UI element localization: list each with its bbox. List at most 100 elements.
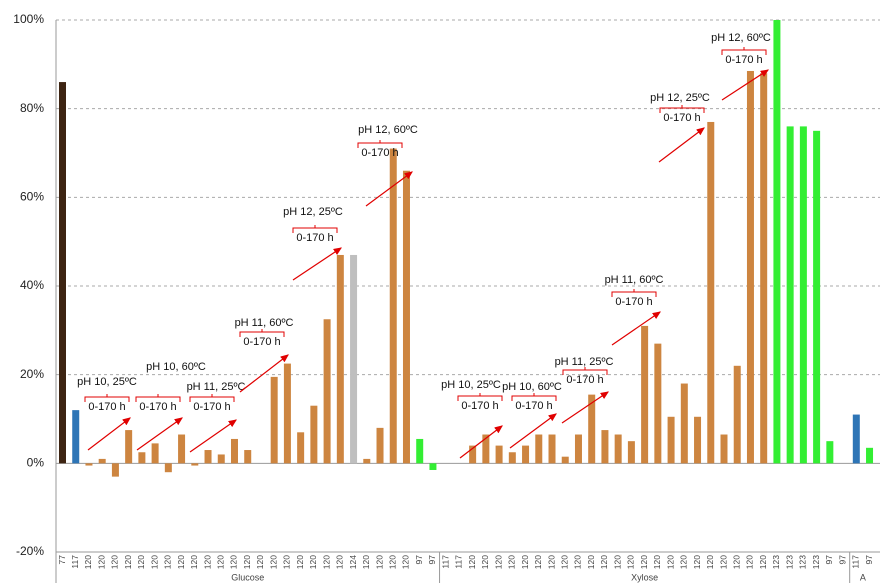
y-tick-label: -20%	[16, 544, 44, 558]
group-label: Xylose	[631, 572, 658, 582]
bar	[230, 438, 238, 464]
x-tick-label: 120	[83, 555, 93, 569]
bar	[641, 325, 649, 464]
x-tick-label: 120	[493, 555, 503, 569]
bar	[85, 463, 93, 466]
annotation: pH 10, 25ºC	[77, 376, 137, 388]
annotation: pH 11, 25ºC	[555, 356, 614, 368]
x-tick-label: 120	[507, 555, 517, 569]
x-tick-label: 120	[586, 555, 596, 569]
x-tick-label: 120	[745, 555, 755, 569]
bar	[270, 376, 278, 464]
arrow	[87, 417, 131, 451]
bar	[694, 416, 702, 464]
arrow	[658, 127, 705, 163]
arrow	[721, 69, 770, 101]
annotation: pH 12, 25ºC	[650, 92, 710, 104]
x-tick-label: 123	[811, 555, 821, 569]
annotation-sub: 0-170 h	[88, 401, 125, 413]
x-tick-label: 123	[798, 555, 808, 569]
x-tick-label: 120	[149, 555, 159, 569]
x-tick-label: 120	[321, 555, 331, 569]
x-tick-label: 123	[771, 555, 781, 569]
group-label: A	[860, 572, 866, 582]
annotation-sub: 0-170 h	[361, 147, 398, 159]
x-tick-label: 77	[57, 555, 67, 565]
bar	[733, 365, 741, 464]
bar	[535, 434, 543, 464]
x-tick-label: 120	[189, 555, 199, 569]
bracket	[457, 393, 503, 401]
bar	[852, 414, 860, 464]
bar	[561, 456, 569, 464]
bar	[588, 394, 596, 464]
annotation-sub: 0-170 h	[461, 400, 498, 412]
x-tick-label: 120	[639, 555, 649, 569]
annotation: pH 10, 60ºC	[146, 361, 206, 373]
bar	[482, 434, 490, 464]
x-tick-label: 120	[216, 555, 226, 569]
annotation-sub: 0-170 h	[193, 401, 230, 413]
bar	[746, 70, 754, 464]
x-tick-label: 120	[242, 555, 252, 569]
bar	[522, 445, 530, 464]
bracket	[292, 225, 338, 233]
annotation: pH 10, 25ºC	[441, 379, 501, 391]
x-tick-label: 120	[202, 555, 212, 569]
arrow	[239, 354, 289, 393]
x-tick-label: 120	[335, 555, 345, 569]
bracket	[357, 140, 403, 148]
x-tick-label: 97	[824, 555, 834, 565]
x-tick-label: 120	[533, 555, 543, 569]
bar	[98, 458, 106, 464]
bar	[164, 463, 172, 473]
x-tick-label: 120	[480, 555, 490, 569]
bar	[627, 441, 635, 464]
x-tick-label: 97	[864, 555, 874, 565]
bar	[495, 445, 503, 464]
x-tick-label: 120	[718, 555, 728, 569]
bracket	[84, 394, 130, 402]
bar	[283, 363, 291, 464]
x-tick-label: 120	[308, 555, 318, 569]
annotation: pH 11, 60ºC	[605, 274, 664, 286]
arrow	[136, 417, 183, 451]
bar	[707, 121, 715, 464]
bracket	[189, 394, 235, 402]
x-tick-label: 120	[467, 555, 477, 569]
bracket	[721, 47, 767, 55]
x-tick-label: 120	[163, 555, 173, 569]
x-tick-label: 120	[401, 555, 411, 569]
bar	[217, 454, 225, 464]
y-tick-label: 20%	[20, 367, 44, 381]
x-tick-label: 120	[110, 555, 120, 569]
bar	[786, 126, 794, 464]
x-tick-label: 120	[626, 555, 636, 569]
x-tick-label: 97	[837, 555, 847, 565]
x-tick-label: 120	[388, 555, 398, 569]
arrow	[611, 311, 661, 346]
bracket	[659, 105, 705, 113]
annotation-sub: 0-170 h	[663, 112, 700, 124]
bar	[667, 416, 675, 464]
x-tick-label: 120	[731, 555, 741, 569]
annotation-sub: 0-170 h	[515, 400, 552, 412]
x-tick-label: 120	[361, 555, 371, 569]
bar	[773, 20, 781, 464]
bar	[680, 383, 688, 464]
x-tick-label: 120	[679, 555, 689, 569]
x-tick-label: 120	[295, 555, 305, 569]
x-tick-label: 120	[758, 555, 768, 569]
annotation-sub: 0-170 h	[296, 232, 333, 244]
x-tick-label: 117	[851, 555, 861, 569]
annotation-sub: 0-170 h	[139, 401, 176, 413]
annotation: pH 12, 25ºC	[283, 206, 343, 218]
x-tick-label: 117	[440, 555, 450, 569]
bar	[59, 82, 66, 464]
bar	[429, 463, 437, 470]
x-tick-label: 120	[546, 555, 556, 569]
x-tick-label: 120	[282, 555, 292, 569]
bar	[111, 463, 119, 477]
y-tick-label: 0%	[27, 456, 45, 470]
